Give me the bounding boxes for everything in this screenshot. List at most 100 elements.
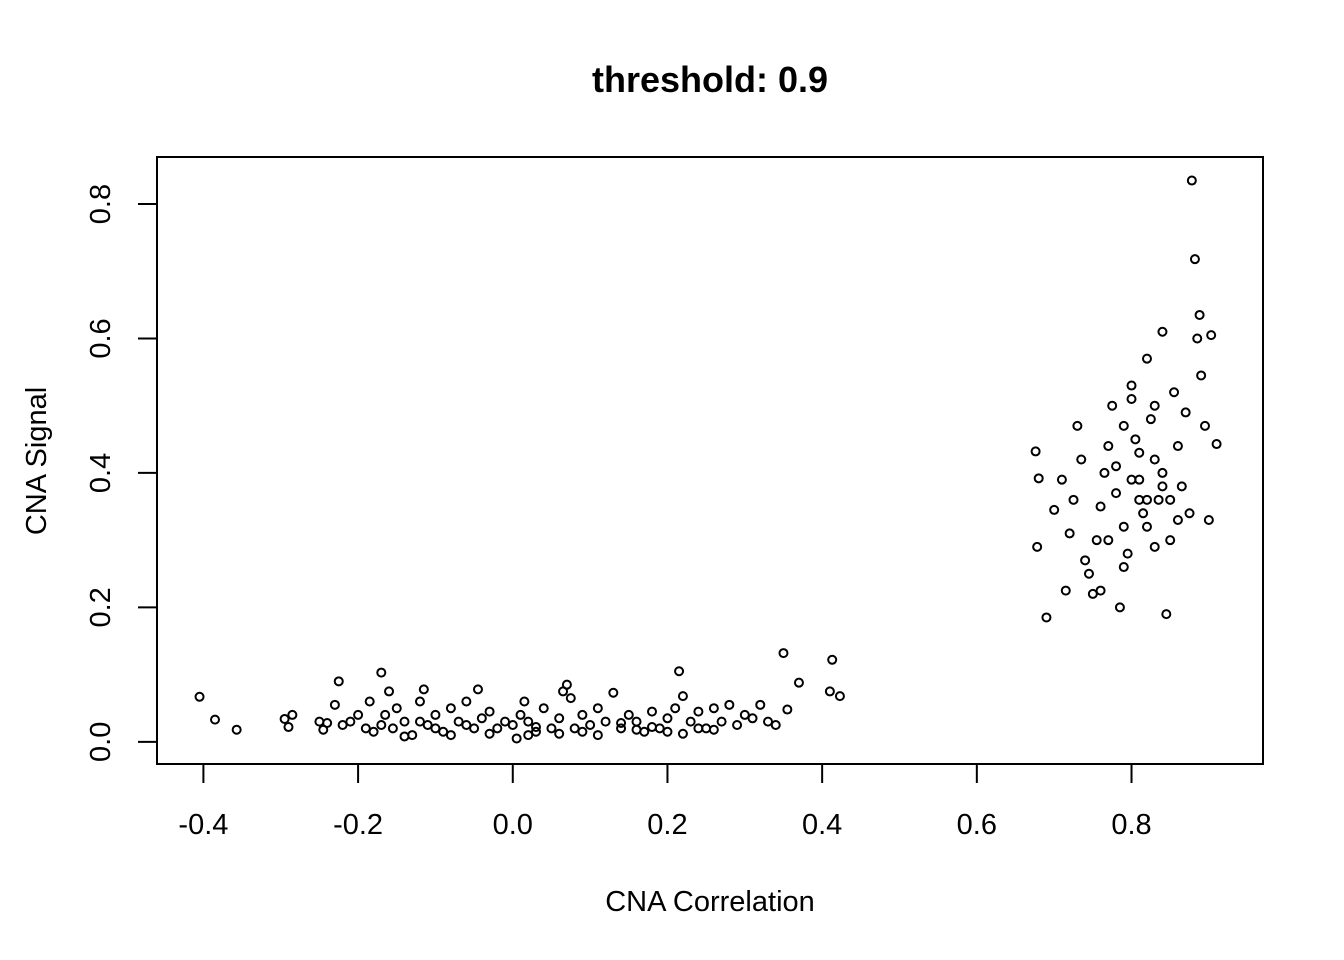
- data-point: [592, 703, 603, 714]
- data-point: [1145, 414, 1156, 425]
- data-point: [1095, 585, 1106, 596]
- data-point: [1114, 602, 1125, 613]
- data-point: [1153, 494, 1164, 505]
- data-point: [1189, 254, 1200, 265]
- data-point: [438, 726, 449, 737]
- data-point: [577, 709, 588, 720]
- data-point: [724, 699, 735, 710]
- data-point: [461, 720, 472, 731]
- y-tick-label: 0.2: [85, 587, 117, 627]
- x-axis-label: CNA Correlation: [605, 886, 815, 918]
- data-point: [399, 716, 410, 727]
- data-point: [1111, 461, 1122, 472]
- y-tick-label: 0.4: [85, 453, 117, 493]
- data-point: [662, 713, 673, 724]
- data-point: [1041, 612, 1052, 623]
- data-point: [1203, 514, 1214, 525]
- data-point: [1172, 441, 1183, 452]
- y-axis: 0.0 0.2 0.4 0.6 0.8: [85, 184, 158, 762]
- plot-frame: [156, 156, 1264, 765]
- data-point: [561, 679, 572, 690]
- data-point: [677, 728, 688, 739]
- data-point: [1165, 494, 1176, 505]
- data-point: [519, 696, 530, 707]
- data-point: [500, 716, 511, 727]
- data-point: [1030, 446, 1041, 457]
- data-point: [430, 709, 441, 720]
- data-point: [418, 684, 429, 695]
- data-point: [1083, 568, 1094, 579]
- data-point: [1080, 555, 1091, 566]
- data-point: [1176, 481, 1187, 492]
- data-point: [492, 723, 503, 734]
- data-point: [1049, 504, 1060, 515]
- data-point: [1103, 441, 1114, 452]
- data-point: [231, 724, 242, 735]
- data-point: [1107, 400, 1118, 411]
- data-point: [677, 691, 688, 702]
- data-point: [763, 716, 774, 727]
- data-point: [283, 722, 294, 733]
- data-point: [445, 703, 456, 714]
- data-point: [414, 716, 425, 727]
- data-point: [577, 726, 588, 737]
- y-tick-label: 0.0: [85, 722, 117, 762]
- data-point: [530, 726, 541, 737]
- data-point: [1118, 521, 1129, 532]
- data-point: [511, 733, 522, 744]
- data-point: [210, 714, 221, 725]
- data-point: [1180, 407, 1191, 418]
- data-point: [507, 720, 518, 731]
- data-point: [739, 709, 750, 720]
- data-point: [1076, 454, 1087, 465]
- data-point: [515, 709, 526, 720]
- data-point: [646, 706, 657, 717]
- data-point: [376, 667, 387, 678]
- data-point: [1130, 434, 1141, 445]
- data-point: [716, 716, 727, 727]
- data-point: [592, 730, 603, 741]
- data-point: [1157, 467, 1168, 478]
- data-point: [1103, 535, 1114, 546]
- data-point: [1033, 473, 1044, 484]
- data-point: [314, 716, 325, 727]
- data-point: [530, 722, 541, 733]
- data-point: [693, 706, 704, 717]
- data-point: [1141, 494, 1152, 505]
- data-point: [1118, 562, 1129, 573]
- data-point: [345, 716, 356, 727]
- data-point: [472, 684, 483, 695]
- x-axis: -0.4 -0.2 0.0 0.2 0.4 0.6 0.8: [178, 763, 1152, 841]
- data-points: [194, 175, 1222, 744]
- data-point: [1126, 393, 1137, 404]
- y-tick-label: 0.8: [85, 184, 117, 224]
- data-point: [793, 677, 804, 688]
- data-point: [322, 717, 333, 728]
- data-point: [422, 720, 433, 731]
- data-point: [538, 703, 549, 714]
- data-point: [430, 723, 441, 734]
- data-point: [1141, 521, 1152, 532]
- data-point: [708, 724, 719, 735]
- data-point: [353, 709, 364, 720]
- data-point: [445, 730, 456, 741]
- data-point: [1091, 535, 1102, 546]
- data-point: [1196, 370, 1207, 381]
- data-point: [194, 691, 205, 702]
- data-point: [399, 731, 410, 742]
- y-tick-label: 0.6: [85, 318, 117, 358]
- x-tick-label: 0.4: [802, 809, 842, 841]
- data-point: [453, 716, 464, 727]
- data-point: [384, 686, 395, 697]
- data-point: [1192, 333, 1203, 344]
- data-point: [778, 648, 789, 659]
- data-point: [484, 728, 495, 739]
- data-point: [1199, 420, 1210, 431]
- data-point: [376, 720, 387, 731]
- data-point: [333, 676, 344, 687]
- data-point: [1095, 501, 1106, 512]
- data-point: [1141, 353, 1152, 364]
- data-point: [755, 699, 766, 710]
- data-point: [554, 713, 565, 724]
- data-point: [693, 723, 704, 734]
